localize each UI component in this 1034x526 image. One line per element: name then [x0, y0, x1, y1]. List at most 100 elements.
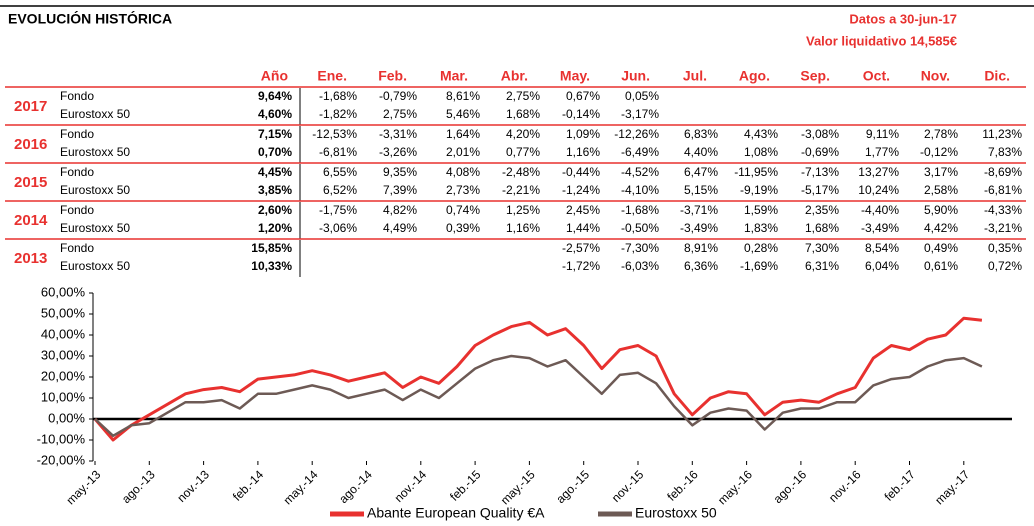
y-tick-label: 40,00% [41, 326, 86, 341]
cell: 0,70% [258, 145, 292, 159]
cell: 6,83% [684, 127, 718, 141]
cell: 8,61% [446, 89, 480, 103]
cell: 2,78% [924, 127, 958, 141]
cell: 2,58% [924, 183, 958, 197]
cell: 2,35% [805, 203, 839, 217]
cell: 1,08% [744, 145, 778, 159]
cell: 3,17% [924, 165, 958, 179]
cell: 1,20% [258, 221, 292, 235]
cell: -1,24% [562, 183, 600, 197]
cell: 10,24% [858, 183, 899, 197]
x-tick-label: may.-14 [281, 467, 321, 507]
cell: 0,72% [988, 259, 1022, 273]
cell: 6,36% [684, 259, 718, 273]
y-tick-label: -20,00% [37, 452, 86, 467]
cell: -1,72% [562, 259, 600, 273]
cell: 4,45% [258, 165, 292, 179]
cell: 9,11% [866, 127, 899, 141]
y-tick-label: 10,00% [41, 389, 86, 404]
date: Datos a 30-jun-17 [849, 11, 957, 26]
title: EVOLUCIÓN HISTÓRICA [8, 10, 172, 27]
cell: 15,85% [251, 241, 292, 255]
cell: 4,43% [744, 127, 778, 141]
legend-label: Eurostoxx 50 [635, 505, 717, 521]
cell: 7,39% [383, 183, 417, 197]
cell: 3,85% [258, 183, 292, 197]
cell: 1,59% [744, 203, 778, 217]
x-tick-label: nov.-13 [174, 467, 212, 505]
cell: -3,08% [801, 127, 839, 141]
cell: 1,68% [506, 107, 540, 121]
cell: 2,75% [383, 107, 417, 121]
cell: -1,68% [319, 89, 357, 103]
cell: 0,35% [988, 241, 1022, 255]
x-tick-label: feb.-14 [230, 467, 267, 504]
cell: -5,17% [801, 183, 839, 197]
legend-label: Abante European Quality €A [367, 505, 545, 521]
cell: -2,57% [562, 241, 600, 255]
column-header: May. [560, 68, 590, 84]
cell: -6,49% [621, 145, 659, 159]
cell: -3,49% [680, 221, 718, 235]
y-tick-label: 0,00% [48, 410, 85, 425]
year-label: 2017 [14, 98, 47, 115]
x-tick-label: feb.-15 [447, 467, 484, 504]
y-tick-label: 20,00% [41, 368, 86, 383]
row-label: Eurostoxx 50 [60, 221, 130, 235]
cell: -0,12% [920, 145, 958, 159]
cell: 1,68% [805, 221, 839, 235]
cell: 0,67% [566, 89, 600, 103]
year-label: 2013 [14, 250, 47, 267]
cell: 0,61% [924, 259, 958, 273]
cell: -12,53% [312, 127, 357, 141]
cell: 1,83% [744, 221, 778, 235]
cell: 2,60% [258, 203, 292, 217]
y-tick-label: 30,00% [41, 347, 86, 362]
row-label: Fondo [60, 89, 94, 103]
row-label: Fondo [60, 241, 94, 255]
cell: 11,23% [982, 127, 1022, 141]
x-tick-label: may.-17 [932, 467, 972, 507]
cell: -12,26% [614, 127, 659, 141]
cell: 6,47% [684, 165, 718, 179]
column-header: Jul. [683, 68, 707, 84]
cell: 4,60% [258, 107, 292, 121]
x-tick-label: ago.-13 [119, 467, 158, 506]
cell: 7,15% [258, 127, 292, 141]
cell: 1,44% [566, 221, 600, 235]
cell: 5,46% [446, 107, 480, 121]
cell: -3,06% [319, 221, 357, 235]
series-line [93, 316, 983, 442]
cell: -0,79% [379, 89, 417, 103]
x-tick-label: ago.-16 [771, 467, 810, 506]
cell: -9,19% [740, 183, 778, 197]
cell: -11,95% [734, 165, 778, 179]
cell: 9,64% [258, 89, 292, 103]
column-header: Sep. [800, 68, 830, 84]
cell: -7,13% [801, 165, 839, 179]
cell: -8,69% [984, 165, 1022, 179]
cell: 4,42% [924, 221, 958, 235]
x-tick-label: may.-13 [63, 467, 103, 507]
cell: -1,68% [621, 203, 659, 217]
cell: 0,49% [924, 241, 958, 255]
row-label: Fondo [60, 203, 94, 217]
column-header: Nov. [921, 68, 950, 84]
cell: -0,14% [562, 107, 600, 121]
cell: 0,39% [446, 221, 480, 235]
cell: 2,01% [446, 145, 480, 159]
x-tick-label: ago.-14 [336, 467, 375, 506]
cell: 10,33% [251, 259, 292, 273]
cell: 1,77% [865, 145, 899, 159]
row-label: Eurostoxx 50 [60, 107, 130, 121]
x-tick-label: feb.-16 [664, 467, 701, 504]
x-tick-label: ago.-15 [553, 467, 592, 506]
cell: -3,26% [379, 145, 417, 159]
cell: -3,21% [984, 221, 1022, 235]
column-header: Feb. [378, 68, 407, 84]
x-tick-label: may.-15 [498, 467, 538, 507]
cell: 13,27% [858, 165, 899, 179]
cell: 0,77% [506, 145, 540, 159]
column-header: Ene. [317, 68, 347, 84]
